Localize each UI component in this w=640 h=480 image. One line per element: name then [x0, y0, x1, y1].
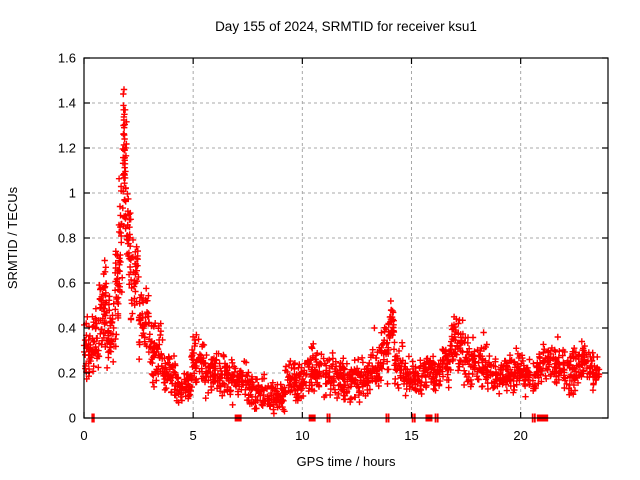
grid-lines	[92, 66, 600, 410]
x-tick-label: 20	[513, 428, 527, 443]
y-tick-label: 1.4	[58, 96, 76, 111]
y-tick-label: 0.2	[58, 366, 76, 381]
y-tick-label: 0.8	[58, 231, 76, 246]
y-tick-label: 0.6	[58, 276, 76, 291]
x-tick-label: 5	[190, 428, 197, 443]
x-tick-label: 10	[295, 428, 309, 443]
x-axis-label: GPS time / hours	[297, 454, 396, 469]
y-tick-label: 1.6	[58, 51, 76, 66]
y-tick-labels: 0 0.2 0.4 0.6 0.8 1 1.2 1.4 1.6	[58, 51, 76, 426]
scatter-points	[80, 86, 603, 417]
x-tick-labels: 0 5 10 15 20	[80, 428, 528, 443]
chart-title: Day 155 of 2024, SRMTID for receiver ksu…	[215, 19, 477, 34]
y-axis-label: SRMTID / TECUs	[5, 186, 20, 289]
plot-border	[83, 57, 609, 419]
x-tick-label: 0	[80, 428, 87, 443]
y-tick-label: 1.2	[58, 141, 76, 156]
y-tick-label: 1	[69, 186, 76, 201]
y-tick-label: 0.4	[58, 321, 76, 336]
y-tick-label: 0	[69, 411, 76, 426]
x-tick-label: 15	[404, 428, 418, 443]
